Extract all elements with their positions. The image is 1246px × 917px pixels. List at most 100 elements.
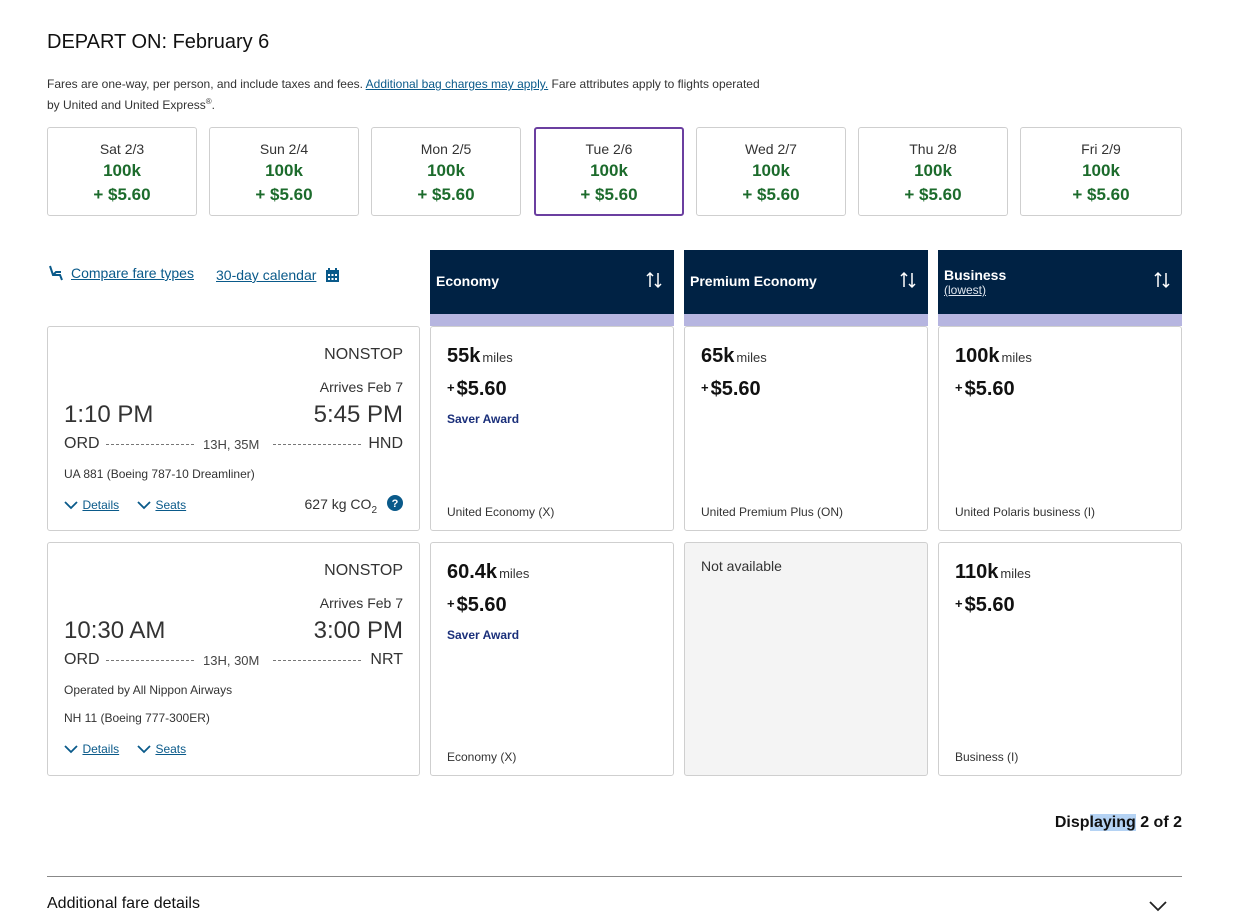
departure-time: 1:10 PM xyxy=(64,401,154,428)
compare-fare-types-link[interactable]: Compare fare types xyxy=(71,265,194,281)
fare-card-unavailable: Not available xyxy=(684,542,928,776)
additional-fare-details-toggle[interactable]: Additional fare details xyxy=(47,895,200,912)
sort-icon[interactable] xyxy=(1154,271,1170,294)
results-count-post: 2 of 2 xyxy=(1135,814,1182,831)
fare-card-economy[interactable]: 60.4k miles + $5.60 Saver Award Economy (X… xyxy=(430,542,674,776)
miles-unit: miles xyxy=(736,350,767,365)
cabin-name: United Economy (X) xyxy=(447,505,555,519)
chevron-down-icon xyxy=(137,745,151,754)
notice-end: . xyxy=(211,98,216,112)
date-cash: + $5.60 xyxy=(417,185,475,204)
column-strip xyxy=(938,314,1182,326)
results-count-highlight: laying xyxy=(1089,814,1136,831)
column-header-premium-economy[interactable]: Premium Economy xyxy=(684,250,928,314)
miles-value: 55k xyxy=(447,345,481,367)
date-option-mon[interactable]: Mon 2/5 100k + $5.60 xyxy=(371,127,521,216)
fare-miles: 110k miles xyxy=(955,561,1031,584)
info-icon[interactable]: ? xyxy=(387,495,403,516)
date-label: Fri 2/9 xyxy=(1081,141,1121,157)
sort-icon[interactable] xyxy=(900,271,916,294)
chevron-down-icon[interactable] xyxy=(1149,899,1167,917)
flight-card-nh11: NONSTOP Arrives Feb 7 10:30 AM 3:00 PM O… xyxy=(47,542,420,776)
date-miles: 100k xyxy=(427,161,465,180)
column-strip xyxy=(684,314,928,326)
tax-value: $5.60 xyxy=(456,378,507,400)
details-toggle[interactable]: Details xyxy=(64,740,119,758)
date-cash: + $5.60 xyxy=(904,185,962,204)
origin-airport: ORD xyxy=(64,435,100,452)
date-cash: + $5.60 xyxy=(742,185,800,204)
seats-toggle[interactable]: Seats xyxy=(137,740,186,758)
date-option-sat[interactable]: Sat 2/3 100k + $5.60 xyxy=(47,127,197,216)
notice-text: Fares are one-way, per person, and inclu… xyxy=(47,77,366,91)
lowest-link[interactable]: (lowest) xyxy=(944,283,987,297)
date-label: Thu 2/8 xyxy=(909,141,957,157)
departure-time: 10:30 AM xyxy=(64,617,166,644)
fare-card-business[interactable]: 100k miles + $5.60 United Polaris business… xyxy=(938,326,1182,531)
thirty-day-calendar-link[interactable]: 30-day calendar xyxy=(216,267,317,283)
seats-link[interactable]: Seats xyxy=(155,742,187,756)
fare-tax: + $5.60 xyxy=(701,378,761,401)
co2-subscript: 2 xyxy=(371,504,377,516)
miles-unit: miles xyxy=(1001,350,1032,365)
details-toggle[interactable]: Details xyxy=(64,496,119,514)
seats-toggle[interactable]: Seats xyxy=(137,496,186,514)
miles-unit: miles xyxy=(482,350,513,365)
date-option-thu[interactable]: Thu 2/8 100k + $5.60 xyxy=(858,127,1008,216)
date-option-wed[interactable]: Wed 2/7 100k + $5.60 xyxy=(696,127,846,216)
date-miles: 100k xyxy=(1082,161,1120,180)
miles-value: 65k xyxy=(701,345,735,367)
seat-icon xyxy=(47,264,65,287)
fare-miles: 60.4k miles xyxy=(447,561,529,584)
plus-sign: + xyxy=(955,596,963,611)
column-title: Economy xyxy=(436,273,500,289)
date-option-sun[interactable]: Sun 2/4 100k + $5.60 xyxy=(209,127,359,216)
page-title: DEPART ON: February 6 xyxy=(47,31,270,53)
bag-charges-link[interactable]: Additional bag charges may apply. xyxy=(365,77,549,91)
miles-value: 110k xyxy=(955,561,999,583)
saver-award-label: Saver Award xyxy=(447,412,520,426)
fare-miles: 55k miles xyxy=(447,345,513,368)
results-count: Displaying 2 of 2 xyxy=(1055,814,1182,832)
fare-tax: + $5.60 xyxy=(447,378,507,401)
chevron-down-icon xyxy=(64,745,78,754)
fare-miles: 100k miles xyxy=(955,345,1032,368)
notice-text-2: Fare attributes apply to flights operate… xyxy=(47,77,760,112)
not-available-label: Not available xyxy=(701,558,782,574)
date-miles: 100k xyxy=(752,161,790,180)
date-option-tue-selected[interactable]: Tue 2/6 100k + $5.60 xyxy=(534,127,684,216)
section-divider xyxy=(47,876,1182,877)
calendar-icon[interactable] xyxy=(325,268,340,288)
arrival-date: Arrives Feb 7 xyxy=(319,379,403,395)
fare-card-business[interactable]: 110k miles + $5.60 Business (I) xyxy=(938,542,1182,776)
details-link[interactable]: Details xyxy=(82,498,120,512)
tax-value: $5.60 xyxy=(456,594,507,616)
date-label: Wed 2/7 xyxy=(745,141,797,157)
seats-link[interactable]: Seats xyxy=(155,498,187,512)
date-miles: 100k xyxy=(914,161,952,180)
flight-number: UA 881 (Boeing 787-10 Dreamliner) xyxy=(64,467,255,481)
details-link[interactable]: Details xyxy=(82,742,120,756)
date-cash: + $5.60 xyxy=(93,185,151,204)
fare-card-economy[interactable]: 55k miles + $5.60 Saver Award United Econo… xyxy=(430,326,674,531)
saver-award-label: Saver Award xyxy=(447,628,520,642)
route-line xyxy=(273,444,361,445)
fare-card-premium-economy[interactable]: 65k miles + $5.60 United Premium Plus (ON) xyxy=(684,326,928,531)
date-option-fri[interactable]: Fri 2/9 100k + $5.60 xyxy=(1020,127,1182,216)
column-header-economy[interactable]: Economy xyxy=(430,250,674,314)
plus-sign: + xyxy=(447,596,455,611)
date-cash: + $5.60 xyxy=(580,185,638,204)
cabin-name: Business (I) xyxy=(955,750,1019,764)
column-header-business[interactable]: Business (lowest) xyxy=(938,250,1182,314)
plus-sign: + xyxy=(701,380,709,395)
svg-text:?: ? xyxy=(392,498,399,510)
sort-icon[interactable] xyxy=(646,271,662,294)
date-label: Sun 2/4 xyxy=(259,141,309,157)
fare-tax: + $5.60 xyxy=(955,378,1015,401)
fare-miles: 65k miles xyxy=(701,345,767,368)
miles-value: 60.4k xyxy=(447,561,498,583)
date-label: Sat 2/3 xyxy=(99,141,145,157)
registered-mark: ® xyxy=(205,97,212,106)
column-strip xyxy=(430,314,674,326)
fare-notice: Fares are one-way, per person, and inclu… xyxy=(47,76,767,114)
